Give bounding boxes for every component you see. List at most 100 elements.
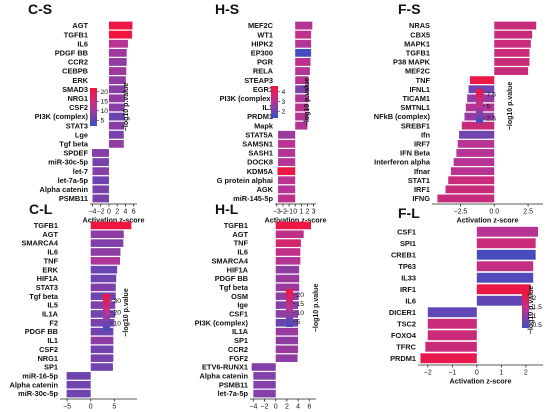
legend-colorbar-c-l — [103, 294, 110, 331]
x-tick-label-c-l: 0 — [89, 404, 93, 411]
bar-label-c-l-mir-16-5p: miR-16-5p — [22, 371, 58, 380]
bar-c-l-mir-30c-5p — [66, 389, 91, 398]
bar-label-h-s-pi3k-complex: PI3K (complex) — [220, 94, 274, 103]
bar-h-s-sash1 — [278, 149, 296, 157]
bar-c-s-il6 — [108, 39, 128, 48]
bar-label-f-s-tnf: TNF — [416, 76, 431, 85]
bar-label-h-s-egr1: EGR1 — [253, 85, 273, 94]
bar-h-l-tnf — [275, 239, 301, 247]
x-tick-label-c-s: −2 — [97, 209, 105, 216]
bar-c-s-tgf-beta — [108, 139, 124, 148]
x-tick-label-f-s: 0.0 — [489, 209, 499, 216]
legend-title-c-l: −log10 p.value — [123, 288, 130, 337]
bar-label-f-l-foxo4: FOXO4 — [391, 331, 417, 340]
x-tick-label-f-l: −2 — [424, 370, 432, 377]
legend-colorbar-f-s — [476, 89, 483, 123]
bar-label-h-s-wt1: WT1 — [257, 30, 273, 39]
bar-c-s-agt — [108, 21, 133, 30]
legend-tick-label-h-l: 5 — [297, 319, 301, 326]
bar-label-c-s-nrg1: NRG1 — [67, 94, 88, 103]
x-tick-label-f-l: 2 — [524, 370, 528, 377]
bar-label-f-s-ifn: Ifn — [421, 130, 431, 139]
bar-h-s-ep300 — [295, 48, 312, 57]
x-tick-label-c-s: 2 — [115, 209, 119, 216]
bar-label-h-s-sash1: SASH1 — [248, 149, 273, 158]
bar-label-c-s-erk: ERK — [72, 76, 88, 85]
bar-h-l-let-7a-5p — [253, 389, 276, 398]
bar-h-s-wt1 — [295, 30, 312, 39]
legend-tick-label-c-s: 15 — [101, 99, 109, 106]
bar-label-h-l-pi3k-complex: PI3K (complex) — [195, 318, 249, 327]
bar-c-s-let-7 — [92, 167, 109, 176]
bar-label-h-l-tgfb1: TGFB1 — [224, 221, 248, 230]
bar-label-c-s-ccr2: CCR2 — [68, 58, 88, 67]
bar-c-l-agt — [90, 230, 124, 239]
legend-tick-label-f-l: 2 — [533, 295, 537, 302]
bar-label-c-s-psmb11: PSMB11 — [59, 194, 88, 203]
bar-label-f-s-p38-mapk: P38 MAPK — [393, 58, 431, 67]
x-tick-label-h-s: −1 — [285, 209, 293, 216]
legend-tick-label-c-l: 30 — [114, 298, 122, 305]
x-tick-label-f-l: −1 — [448, 370, 456, 377]
bar-h-s-il1 — [295, 103, 309, 112]
bar-label-h-s-kdm5a: KDM5A — [247, 167, 274, 176]
bar-label-c-s-tgf-beta: Tgf beta — [59, 139, 89, 148]
bar-h-l-tgf-beta — [275, 283, 300, 292]
bar-label-f-l-creb1: CREB1 — [391, 250, 416, 259]
bar-c-s-lge — [108, 130, 124, 139]
legend-tick-label-h-l: 15 — [297, 301, 305, 308]
bar-label-h-s-hipk2: HIPK2 — [251, 39, 273, 48]
bar-c-s-stat3 — [108, 121, 125, 130]
bar-c-l-pdgf-bb — [90, 327, 114, 336]
bar-f-l-csf1 — [476, 226, 539, 237]
bar-c-s-spdef — [92, 149, 109, 157]
bar-c-l-sp1 — [90, 363, 113, 371]
bar-h-s-mir-145-5p — [278, 194, 296, 203]
bar-f-s-tnf — [469, 76, 495, 85]
legend-title-c-s: −log10 p.value — [123, 83, 130, 132]
bar-label-h-l-osm: OSM — [231, 292, 248, 301]
legend-h-l: 20 15 10 5 −log10 p.value — [286, 284, 320, 332]
x-axis-title-h-l: Activation z-score — [252, 411, 314, 412]
bar-f-s-ifn — [459, 130, 495, 139]
bar-f-s-p38-mapk — [494, 58, 530, 66]
bar-h-l-psmb11 — [253, 380, 276, 389]
bar-c-l-tgfb1 — [90, 221, 132, 230]
legend-tick-label-h-s: 4 — [282, 89, 286, 96]
bar-label-h-l-hif1a: HIF1A — [227, 265, 249, 274]
bar-label-c-s-let-7: let-7 — [73, 167, 88, 176]
legend-c-l: 30 20 10 −log10 p.value — [103, 288, 130, 337]
bar-label-c-s-csf2: CSF2 — [69, 103, 88, 112]
bar-f-s-nras — [494, 21, 537, 30]
bar-c-s-nrg1 — [108, 94, 126, 103]
bar-c-s-mir-30c-5p — [92, 158, 109, 166]
bar-label-c-s-agt: AGT — [72, 21, 88, 30]
bar-label-h-l-pdgf-bb: PDGF BB — [215, 274, 248, 283]
bar-f-s-mapk1 — [494, 39, 531, 48]
bar-label-c-l-sp1: SP1 — [44, 363, 58, 372]
bar-label-f-l-il6: IL6 — [405, 296, 416, 305]
bar-h-s-mapk — [295, 121, 308, 130]
bar-label-h-s-pgr: PGR — [257, 58, 274, 67]
bar-f-l-tfrc — [425, 341, 477, 352]
bar-label-c-l-il1a: IL1A — [42, 310, 59, 319]
bar-c-s-alpha-catenin — [92, 185, 109, 194]
bar-label-h-s-ep300: EP300 — [251, 48, 273, 57]
x-tick-label-f-s: −2.5 — [454, 209, 468, 216]
bar-label-c-l-csf2: CSF2 — [39, 345, 58, 354]
x-axis-title-f-l: Activation z-score — [450, 377, 512, 386]
bar-f-s-tgfb1 — [494, 48, 530, 57]
bar-label-h-l-etv6-runx1: ETV6-RUNX1 — [202, 363, 248, 372]
x-tick-label-h-l: 6 — [307, 404, 311, 411]
bar-label-h-s-samsn1: SAMSN1 — [242, 139, 273, 148]
bar-label-h-s-stat5a: STAT5A — [245, 130, 273, 139]
bar-label-f-s-cbx5: CBX5 — [410, 30, 430, 39]
bar-c-s-csf2 — [108, 103, 125, 112]
legend-colorbar-f-l — [522, 292, 529, 328]
legend-f-s: 7.5 5 2.5 −log10 p.value — [476, 82, 514, 130]
x-tick-label-f-s: 2.5 — [523, 209, 533, 216]
legend-c-s: 20 15 10 5 −log10 p.value — [90, 83, 130, 132]
bar-c-l-hif1a — [90, 274, 117, 283]
legend-tick-label-f-l: 0.5 — [533, 322, 543, 329]
